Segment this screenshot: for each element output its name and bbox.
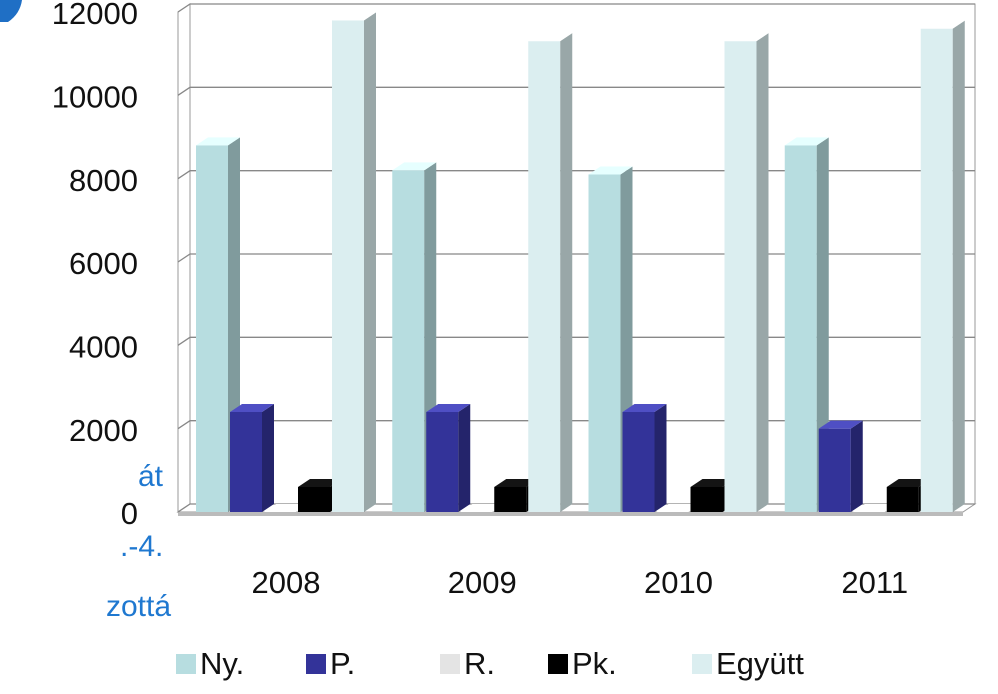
bar-front (622, 412, 655, 512)
bar (528, 33, 573, 513)
bar (724, 33, 769, 513)
bar-side (364, 12, 376, 512)
bar-front (528, 41, 561, 513)
legend-marker (548, 654, 568, 674)
bar-front (494, 487, 527, 512)
bar-top (886, 479, 931, 487)
bar-top (622, 404, 667, 412)
bar-side (952, 20, 965, 513)
bar-side (262, 404, 274, 512)
grid-line (177, 86, 975, 96)
bar (264, 504, 308, 512)
bar (784, 137, 829, 513)
legend-label: Ny. (200, 646, 244, 681)
x-tick-label: 2010 (644, 565, 713, 600)
bar-front (298, 487, 330, 512)
legend-label: P. (330, 646, 355, 681)
grid-line (177, 420, 975, 430)
bar (920, 20, 965, 513)
y-tick-label: 2000 (69, 413, 138, 448)
bar (622, 404, 667, 512)
bar-front (392, 170, 425, 513)
bar-top (426, 404, 471, 412)
legend-marker (440, 654, 460, 674)
floor-edge (178, 512, 963, 516)
bar-top (920, 20, 965, 29)
bar-side (756, 33, 769, 513)
bar-top (494, 479, 539, 487)
x-tick-label: 2009 (448, 565, 517, 600)
bar (460, 504, 505, 512)
y-tick-label: 0 (121, 496, 138, 531)
slide-fragment: .-4. (120, 530, 163, 563)
bar-side (816, 137, 829, 513)
bar-front (886, 487, 919, 512)
bar-front (920, 28, 953, 513)
bar (332, 12, 376, 512)
bar-front (784, 145, 817, 513)
bar-side (560, 33, 573, 513)
bar-front (196, 145, 228, 513)
bar-top (784, 137, 829, 146)
legend-label: Együtt (716, 646, 804, 681)
bar-top (656, 504, 701, 512)
bar (426, 404, 471, 512)
y-tick-label: 4000 (69, 330, 138, 365)
slide-fragment: át (138, 460, 164, 493)
bar-top (298, 479, 342, 487)
grid-line (177, 253, 975, 263)
bar (656, 504, 701, 512)
bar-top (690, 479, 735, 487)
bar-top (230, 404, 274, 412)
bar-front (426, 412, 459, 512)
y-tick-label: 10000 (52, 80, 138, 115)
bar-top (264, 504, 308, 512)
x-tick-label: 2011 (841, 565, 908, 600)
legend-marker (306, 654, 326, 674)
bar-front (230, 412, 262, 512)
grid-line (177, 170, 975, 180)
bar-top (460, 504, 505, 512)
grid-line (177, 336, 975, 346)
bar (852, 504, 897, 512)
bar-front (332, 20, 364, 512)
x-tick-label: 2008 (252, 565, 321, 600)
legend-label: R. (464, 646, 495, 681)
bar-top (332, 12, 376, 21)
bar-side (458, 404, 471, 512)
y-tick-label: 6000 (69, 246, 138, 281)
bar-top (818, 420, 863, 429)
bar-front (690, 487, 723, 512)
bar-front (724, 41, 757, 513)
bar-top (724, 33, 769, 42)
grid-line (177, 3, 975, 13)
bar-top (588, 166, 633, 175)
bar-side (654, 404, 667, 512)
bar-front (818, 428, 851, 512)
legend-label: Pk. (572, 646, 617, 681)
decoration (0, 0, 22, 22)
bar-front (588, 174, 621, 512)
bar-top (528, 33, 573, 42)
y-tick-label: 8000 (69, 163, 138, 198)
slide-fragment: zottá (106, 590, 171, 623)
bar-top (196, 137, 240, 146)
bar (230, 404, 274, 512)
y-tick-label: 12000 (52, 0, 138, 31)
bar-side (850, 420, 863, 512)
legend-marker (692, 654, 712, 674)
bar-top (392, 162, 437, 171)
legend-marker (176, 654, 196, 674)
bar-top (852, 504, 897, 512)
bar (818, 420, 863, 512)
